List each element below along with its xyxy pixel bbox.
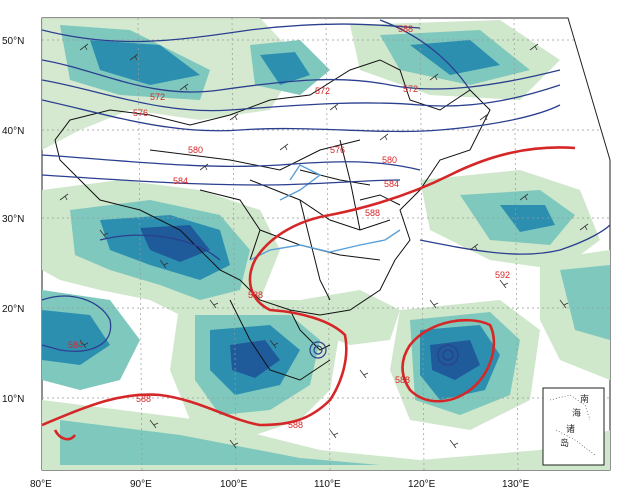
contour-label-blue: 588	[398, 24, 413, 34]
contour-label-red: 588	[395, 375, 410, 385]
inset-label-char: 诸	[566, 424, 575, 434]
contour-label-blue: 584	[68, 340, 83, 350]
latitude-labels: 50°N 40°N 30°N 20°N 10°N	[2, 36, 24, 405]
geopotential-isolines-red	[42, 146, 576, 441]
contour-label-red: 588	[136, 394, 151, 404]
lat-label: 20°N	[2, 304, 24, 315]
contour-label-blue: 584	[173, 176, 188, 186]
contour-label-red: 588	[248, 290, 263, 300]
cyclone-centers	[309, 341, 459, 366]
rivers	[249, 164, 401, 261]
contour-label-red: 588	[288, 420, 303, 430]
lon-label: 130°E	[502, 479, 530, 490]
geopotential-isolines-blue	[42, 19, 610, 352]
lat-label: 40°N	[2, 126, 24, 137]
inset-label-char: 海	[572, 407, 581, 418]
contour-label-blue: 572	[315, 86, 330, 96]
south-china-sea-inset: 南 海 诸 岛	[542, 387, 605, 466]
contour-label-blue: 584	[384, 179, 399, 189]
contour-label-blue: 580	[382, 155, 397, 165]
inset-label-char: 南	[580, 393, 589, 404]
lon-label: 90°E	[130, 479, 152, 490]
contour-label-red: 588	[365, 208, 380, 218]
lon-label: 110°E	[314, 479, 341, 490]
contour-label-blue: 572	[403, 84, 418, 94]
inset-label-char: 岛	[560, 437, 569, 448]
contour-label-blue: 576	[133, 108, 148, 118]
lon-label: 100°E	[220, 479, 248, 490]
contour-label-blue: 576	[330, 145, 345, 155]
lat-label: 10°N	[2, 394, 24, 405]
contour-label-blue: 592	[495, 270, 510, 280]
china-borders	[54, 59, 491, 381]
lat-label: 50°N	[2, 36, 24, 47]
contour-labels: 588 572 572 572 576 580 576 584 580 584 …	[68, 24, 510, 430]
longitude-labels: 80°E 90°E 100°E 110°E 120°E 130°E	[30, 479, 530, 490]
lat-label: 30°N	[2, 214, 24, 225]
contour-label-blue: 572	[150, 92, 165, 102]
lon-label: 80°E	[30, 479, 52, 490]
contour-label-blue: 580	[188, 145, 203, 155]
lon-label: 120°E	[408, 479, 436, 490]
wind-barbs	[59, 43, 589, 449]
